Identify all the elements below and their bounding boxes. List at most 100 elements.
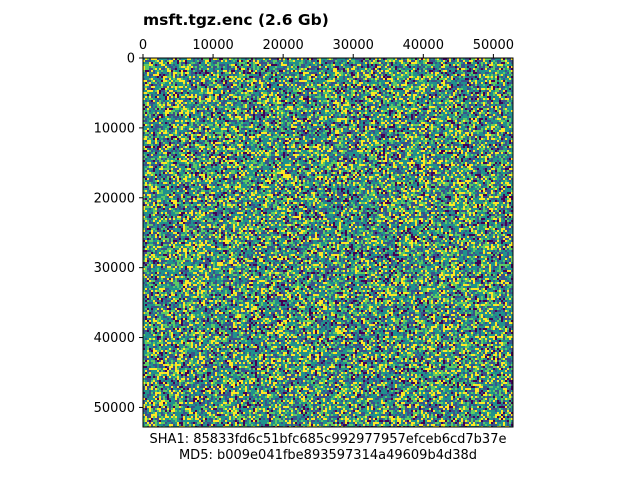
heatmap-cell xyxy=(391,86,393,88)
heatmap-cell xyxy=(161,86,163,88)
heatmap-cell xyxy=(319,60,321,62)
heatmap-cell xyxy=(201,76,203,78)
heatmap-cell xyxy=(489,110,491,112)
heatmap-cell xyxy=(239,64,241,66)
heatmap-cell xyxy=(373,100,375,102)
heatmap-cell xyxy=(469,102,471,104)
heatmap-cell xyxy=(375,78,377,80)
heatmap-cell xyxy=(175,90,177,92)
heatmap-cell xyxy=(233,76,235,78)
heatmap-cell xyxy=(267,100,269,102)
heatmap-cell xyxy=(177,60,179,62)
heatmap-cell xyxy=(379,98,381,100)
heatmap-cell xyxy=(341,62,343,64)
heatmap-cell xyxy=(261,84,263,86)
heatmap-cell xyxy=(439,84,441,86)
heatmap-cell xyxy=(491,84,493,86)
heatmap-cell xyxy=(321,76,323,78)
heatmap-cell xyxy=(309,76,311,78)
heatmap-cell xyxy=(277,64,279,66)
heatmap-cell xyxy=(147,96,149,98)
heatmap-cell xyxy=(207,76,209,78)
heatmap-cell xyxy=(175,108,177,110)
heatmap-cell xyxy=(475,74,477,76)
heatmap-cell xyxy=(277,104,279,106)
heatmap-cell xyxy=(159,98,161,100)
heatmap-cell xyxy=(495,80,497,82)
heatmap-cell xyxy=(253,90,255,92)
heatmap-cell xyxy=(325,80,327,82)
heatmap-cell xyxy=(155,90,157,92)
heatmap-cell xyxy=(391,68,393,70)
heatmap-cell xyxy=(491,88,493,90)
heatmap-cell xyxy=(501,70,503,72)
heatmap-cell xyxy=(287,62,289,64)
heatmap-cell xyxy=(145,78,147,80)
heatmap-cell xyxy=(417,102,419,104)
heatmap-cell xyxy=(441,98,443,100)
heatmap-cell xyxy=(473,66,475,68)
heatmap-cell xyxy=(309,102,311,104)
heatmap-cell xyxy=(471,82,473,84)
heatmap-cell xyxy=(467,92,469,94)
heatmap-cell xyxy=(447,62,449,64)
heatmap-cell xyxy=(445,98,447,100)
heatmap-cell xyxy=(509,60,511,62)
heatmap-cell xyxy=(207,100,209,102)
heatmap-cell xyxy=(207,70,209,72)
heatmap-cell xyxy=(373,70,375,72)
heatmap-cell xyxy=(365,104,367,106)
heatmap-cell xyxy=(473,88,475,90)
heatmap-cell xyxy=(149,94,151,96)
heatmap-cell xyxy=(463,78,465,80)
heatmap-cell xyxy=(297,82,299,84)
heatmap-cell xyxy=(491,98,493,100)
heatmap-cell xyxy=(273,106,275,108)
heatmap-cell xyxy=(255,92,257,94)
heatmap-cell xyxy=(361,104,363,106)
heatmap-cell xyxy=(399,94,401,96)
heatmap-cell xyxy=(267,80,269,82)
heatmap-cell xyxy=(477,70,479,72)
heatmap-cell xyxy=(397,94,399,96)
heatmap-cell xyxy=(403,96,405,98)
heatmap-cell xyxy=(375,62,377,64)
heatmap-cell xyxy=(355,74,357,76)
heatmap-cell xyxy=(273,102,275,104)
heatmap-cell xyxy=(249,92,251,94)
heatmap-cell xyxy=(377,60,379,62)
heatmap-cell xyxy=(493,100,495,102)
heatmap-cell xyxy=(401,110,403,112)
heatmap-cell xyxy=(377,96,379,98)
heatmap-cell xyxy=(371,78,373,80)
heatmap-cell xyxy=(333,106,335,108)
heatmap-cell xyxy=(295,102,297,104)
heatmap-cell xyxy=(475,102,477,104)
heatmap-cell xyxy=(367,70,369,72)
heatmap-cell xyxy=(401,68,403,70)
heatmap-cell xyxy=(381,86,383,88)
heatmap-cell xyxy=(443,68,445,70)
heatmap-cell xyxy=(485,74,487,76)
heatmap-cell xyxy=(251,74,253,76)
heatmap-cell xyxy=(145,76,147,78)
heatmap-cell xyxy=(311,62,313,64)
heatmap-cell xyxy=(321,84,323,86)
heatmap-cell xyxy=(277,108,279,110)
heatmap-cell xyxy=(465,76,467,78)
heatmap-cell xyxy=(389,60,391,62)
heatmap-cell xyxy=(431,66,433,68)
heatmap-cell xyxy=(353,96,355,98)
heatmap-cell xyxy=(433,110,435,112)
heatmap-cell xyxy=(303,74,305,76)
heatmap-cell xyxy=(297,80,299,82)
heatmap-cell xyxy=(385,82,387,84)
heatmap-cell xyxy=(187,110,189,112)
heatmap-cell xyxy=(361,74,363,76)
heatmap-cell xyxy=(433,68,435,70)
heatmap-cell xyxy=(437,76,439,78)
heatmap-cell xyxy=(179,66,181,68)
heatmap-cell xyxy=(391,102,393,104)
heatmap-cell xyxy=(487,60,489,62)
heatmap-cell xyxy=(371,108,373,110)
